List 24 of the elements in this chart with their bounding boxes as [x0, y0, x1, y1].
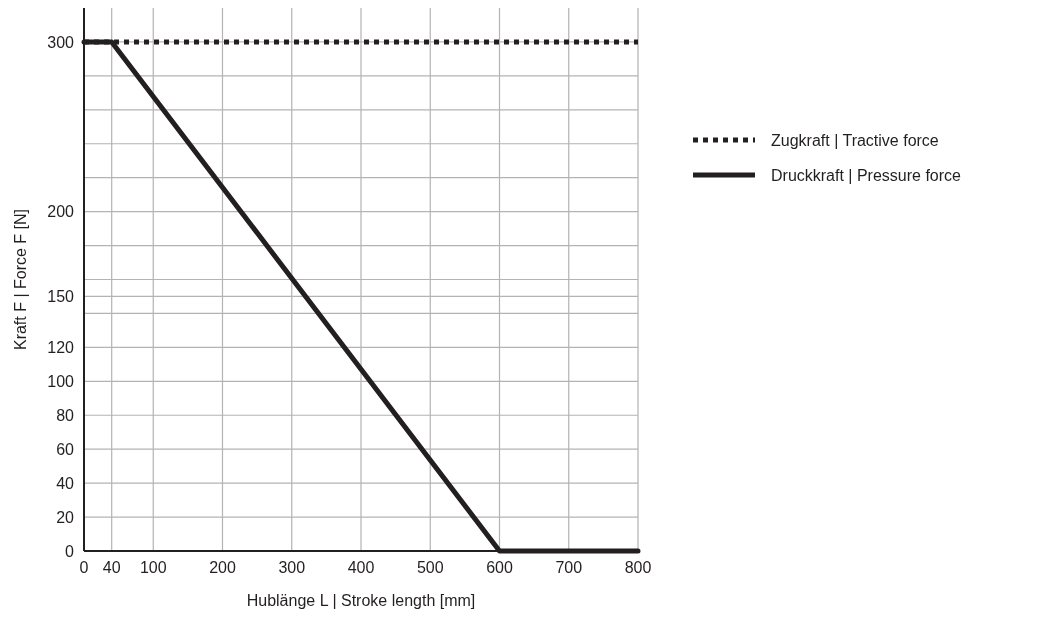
- y-tick-label: 60: [56, 440, 75, 458]
- y-tick-label: 150: [47, 288, 75, 306]
- x-tick-label: 600: [486, 559, 513, 576]
- x-tick-label: 500: [416, 559, 444, 576]
- y-tick-label: 200: [47, 203, 75, 221]
- x-tick-label: 700: [555, 559, 583, 576]
- x-tick-label: 400: [347, 559, 375, 576]
- x-axis-title: Hublänge L | Stroke length [mm]: [246, 592, 476, 609]
- x-tick-label: 800: [624, 559, 652, 576]
- y-tick-label: 40: [56, 474, 75, 492]
- y-tick-label: 80: [56, 406, 75, 424]
- x-tick-label: 0: [79, 559, 89, 576]
- x-tick-label: 200: [209, 559, 236, 576]
- y-axis-title: Kraft F | Force F [N]: [12, 208, 29, 351]
- y-tick-label: 0: [65, 542, 75, 560]
- x-tick-label: 300: [278, 559, 306, 576]
- y-tick-label: 120: [47, 338, 75, 356]
- y-tick-label: 300: [47, 33, 75, 51]
- x-tick-label: 100: [139, 559, 167, 576]
- x-tick-label: 40: [102, 559, 121, 576]
- legend-label: Druckkraft | Pressure force: [771, 166, 962, 184]
- y-tick-label: 20: [56, 508, 75, 526]
- legend-label: Zugkraft | Tractive force: [771, 131, 939, 149]
- y-tick-label: 100: [47, 372, 75, 390]
